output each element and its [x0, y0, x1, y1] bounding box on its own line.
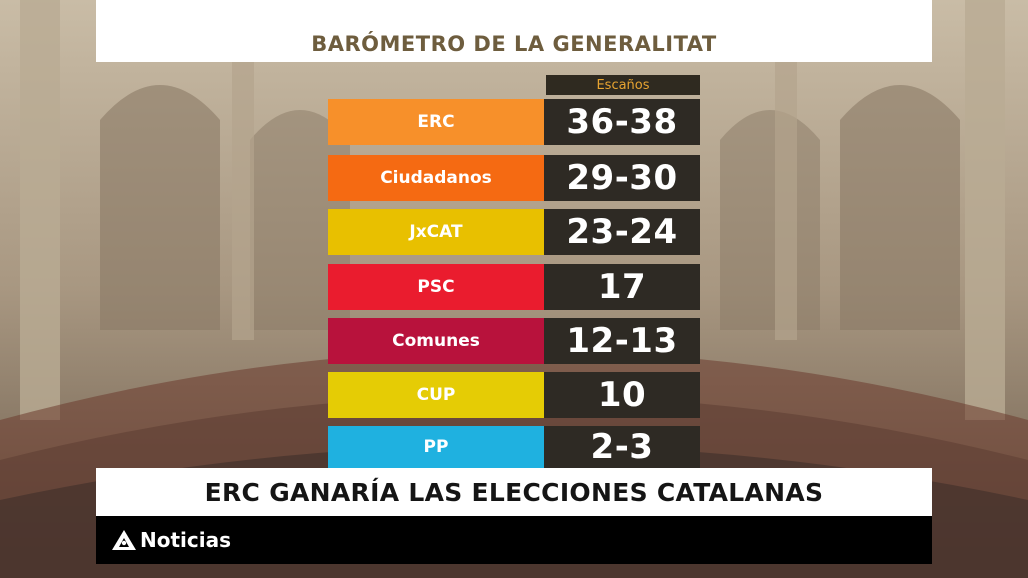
- party-label: Ciudadanos: [328, 155, 544, 201]
- party-label: PSC: [328, 264, 544, 310]
- seats-value: 2-3: [544, 426, 700, 468]
- table-row: JxCAT 23-24: [328, 209, 700, 255]
- title-bar: BARÓMETRO DE LA GENERALITAT: [96, 0, 932, 62]
- party-label: CUP: [328, 372, 544, 418]
- brand-name: Noticias: [140, 528, 232, 552]
- party-label: ERC: [328, 99, 544, 145]
- table-row: ERC 36-38: [328, 99, 700, 145]
- page-title: BARÓMETRO DE LA GENERALITAT: [311, 32, 717, 56]
- table-row: Ciudadanos 29-30: [328, 155, 700, 201]
- table-row: Comunes 12-13: [328, 318, 700, 364]
- table-row: CUP 10: [328, 372, 700, 418]
- headline-bar: ERC GANARÍA LAS ELECCIONES CATALANAS: [96, 468, 932, 516]
- seats-value: 23-24: [544, 209, 700, 255]
- bottom-bar: Noticias: [96, 516, 932, 564]
- party-label: PP: [328, 426, 544, 468]
- antena3-logo-icon: [112, 530, 136, 550]
- party-label: JxCAT: [328, 209, 544, 255]
- seats-column-header: Escaños: [546, 75, 700, 95]
- seats-value: 29-30: [544, 155, 700, 201]
- brand: Noticias: [110, 528, 231, 552]
- table-row: PSC 17: [328, 264, 700, 310]
- seats-value: 17: [544, 264, 700, 310]
- seats-value: 36-38: [544, 99, 700, 145]
- table-row: PP 2-3: [328, 426, 700, 468]
- headline-text: ERC GANARÍA LAS ELECCIONES CATALANAS: [204, 477, 824, 507]
- party-label: Comunes: [328, 318, 544, 364]
- seats-value: 10: [544, 372, 700, 418]
- seats-value: 12-13: [544, 318, 700, 364]
